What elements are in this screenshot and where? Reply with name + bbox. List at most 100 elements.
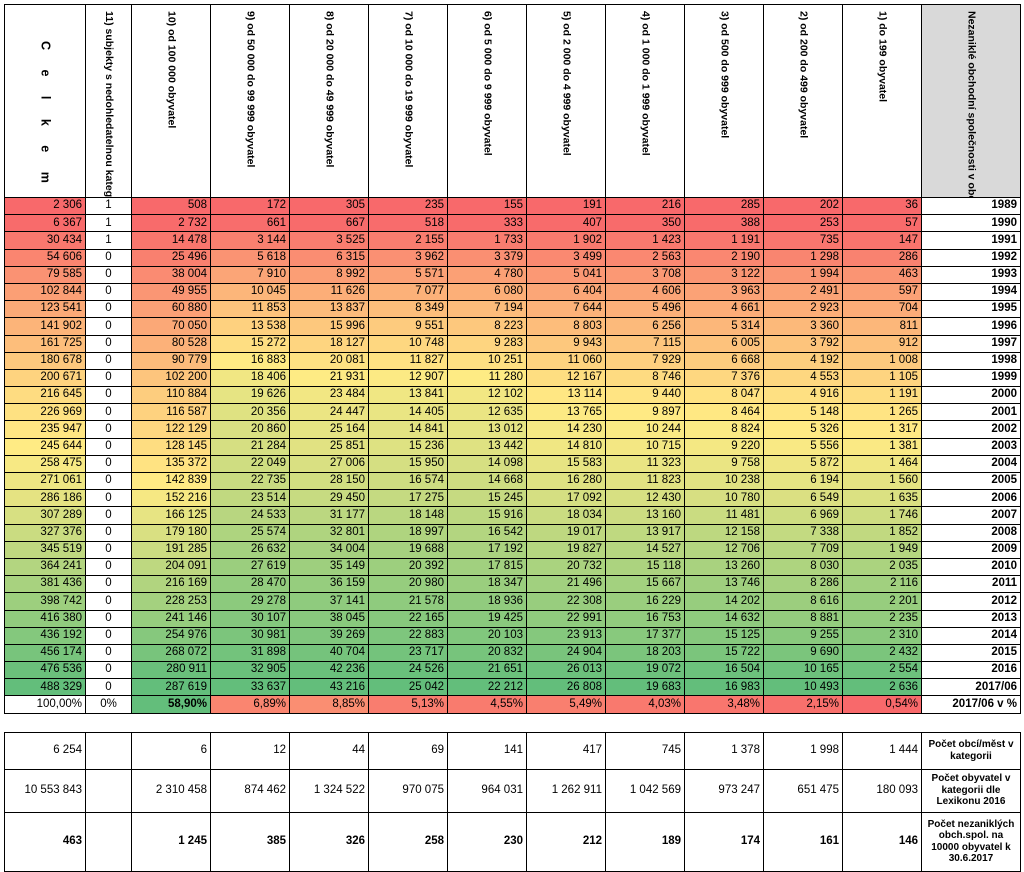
header-col-label: 1) do 199 obyvatel <box>876 11 889 103</box>
cell-col-4: 15 118 <box>605 557 685 577</box>
cell-col-5: 22 991 <box>526 609 606 628</box>
cell-col-4: 16 229 <box>605 592 685 611</box>
cell-col-5: 19 827 <box>526 540 606 559</box>
cell-total: 245 644 <box>4 437 86 456</box>
cell-col-9: 31 898 <box>210 643 290 663</box>
cell-total: 54 606 <box>4 248 86 267</box>
percent-row: 100,00% 0% 58,90% 6,89% 8,85% 5,13% 4,55% 5,49%… <box>4 695 1021 714</box>
cell-col-6: 7 194 <box>447 300 527 319</box>
cell-col-5: 17 092 <box>526 489 606 508</box>
cell-col-4: 1 423 <box>605 231 685 250</box>
cell-percent-col-5: 5,49% <box>526 695 606 714</box>
cell-total: 456 174 <box>4 643 86 663</box>
cell-col-10: 254 976 <box>131 626 211 645</box>
summary-col-4: 745 <box>605 731 685 770</box>
cell-total: 398 742 <box>4 592 86 611</box>
cell-col-6: 9 283 <box>447 334 527 353</box>
summary-col-10: 6 <box>131 731 211 770</box>
cell-col-5: 8 803 <box>526 317 606 336</box>
cell-col-6: 16 542 <box>447 523 527 542</box>
cell-col-4: 19 072 <box>605 661 685 680</box>
cell-col-9: 26 632 <box>210 540 290 559</box>
table-row: 2 306 1 508 172 305 235 155 191 216 285 202 36 1989 <box>4 196 1021 216</box>
table-row: 180 678 0 90 779 16 883 20 081 11 827 10 251 11… <box>4 351 1021 370</box>
cell-col-4: 350 <box>605 214 685 233</box>
cell-year: 2000 <box>921 386 1021 405</box>
cell-col-11: 0 <box>85 609 132 628</box>
cell-col-1: 811 <box>842 317 922 336</box>
table-row: 381 436 0 216 169 28 470 36 159 20 980 18 347 2… <box>4 575 1021 594</box>
cell-col-7: 25 042 <box>368 678 448 697</box>
cell-col-6: 22 212 <box>447 678 527 697</box>
cell-col-9: 33 637 <box>210 678 290 697</box>
cell-col-10: 102 200 <box>131 368 211 388</box>
header-category-label: Nezaniklé obchodní společnosti v obcích … <box>921 4 1021 198</box>
cell-col-10: 228 253 <box>131 592 211 611</box>
cell-col-2: 1 298 <box>763 248 843 267</box>
cell-col-1: 2 432 <box>842 643 922 663</box>
cell-total: 258 475 <box>4 454 86 474</box>
cell-col-3: 15 125 <box>684 626 764 645</box>
cell-col-8: 36 159 <box>289 575 369 594</box>
cell-total: 476 536 <box>4 661 86 680</box>
cell-col-8: 32 801 <box>289 523 369 542</box>
table-row: 141 902 0 70 050 13 538 15 996 9 551 8 223 8 80… <box>4 317 1021 336</box>
summary-col-1: 146 <box>842 811 922 872</box>
cell-col-8: 37 141 <box>289 592 369 611</box>
cell-percent-col-8: 8,85% <box>289 695 369 714</box>
cell-col-5: 19 017 <box>526 523 606 542</box>
cell-col-2: 3 360 <box>763 317 843 336</box>
cell-total: 30 434 <box>4 231 86 250</box>
cell-col-7: 8 349 <box>368 300 448 319</box>
header-col-10: 2) od 200 do 499 obyvatel <box>763 4 843 198</box>
cell-percent-col-10: 58,90% <box>131 695 211 714</box>
table-row: 79 585 0 38 004 7 910 8 992 5 571 4 780 5 041 3 … <box>4 265 1021 284</box>
summary-col-7: 69 <box>368 731 448 770</box>
cell-col-2: 5 326 <box>763 420 843 439</box>
header-col-2: 10) od 100 000 obyvatel <box>131 4 211 198</box>
table-row: 102 844 0 49 955 10 045 11 626 7 077 6 080 6 40… <box>4 282 1021 302</box>
cell-year: 2014 <box>921 626 1021 645</box>
cell-col-8: 40 704 <box>289 643 369 663</box>
cell-col-2: 735 <box>763 231 843 250</box>
cell-total: 271 061 <box>4 471 86 491</box>
cell-col-3: 2 190 <box>684 248 764 267</box>
cell-col-2: 7 338 <box>763 523 843 542</box>
cell-col-4: 3 708 <box>605 265 685 284</box>
cell-col-3: 10 780 <box>684 489 764 508</box>
cell-col-10: 179 180 <box>131 523 211 542</box>
cell-total: 381 436 <box>4 575 86 594</box>
summary-col-3: 973 247 <box>684 768 764 813</box>
cell-col-4: 13 917 <box>605 523 685 542</box>
header-category-text: Nezaniklé obchodní společnosti v obcích … <box>964 11 978 197</box>
cell-col-3: 14 202 <box>684 592 764 611</box>
cell-col-3: 388 <box>684 214 764 233</box>
cell-col-3: 5 314 <box>684 317 764 336</box>
cell-year: 2017/06 <box>921 678 1021 697</box>
cell-col-1: 2 554 <box>842 661 922 680</box>
cell-col-3: 12 158 <box>684 523 764 542</box>
cell-col-11: 0 <box>85 300 132 319</box>
table-row: 286 186 0 152 216 23 514 29 450 17 275 15 245 1… <box>4 489 1021 508</box>
cell-col-9: 19 626 <box>210 386 290 405</box>
cell-col-10: 287 619 <box>131 678 211 697</box>
cell-col-1: 1 464 <box>842 454 922 474</box>
cell-total: 123 541 <box>4 300 86 319</box>
cell-col-2: 8 030 <box>763 557 843 577</box>
summary-col-4: 1 042 569 <box>605 768 685 813</box>
cell-col-6: 19 425 <box>447 609 527 628</box>
table-row: 258 475 0 135 372 22 049 27 006 15 950 14 098 1… <box>4 454 1021 474</box>
cell-col-1: 1 635 <box>842 489 922 508</box>
cell-year: 2002 <box>921 420 1021 439</box>
cell-year: 2016 <box>921 661 1021 680</box>
cell-col-1: 2 235 <box>842 609 922 628</box>
cell-col-4: 10 244 <box>605 420 685 439</box>
summary-col-5: 212 <box>526 811 606 872</box>
cell-col-7: 21 578 <box>368 592 448 611</box>
cell-col-5: 407 <box>526 214 606 233</box>
cell-col-4: 216 <box>605 196 685 216</box>
cell-year: 2007 <box>921 506 1021 525</box>
cell-col-11: 0 <box>85 454 132 474</box>
cell-col-10: 110 884 <box>131 386 211 405</box>
cell-col-5: 1 902 <box>526 231 606 250</box>
